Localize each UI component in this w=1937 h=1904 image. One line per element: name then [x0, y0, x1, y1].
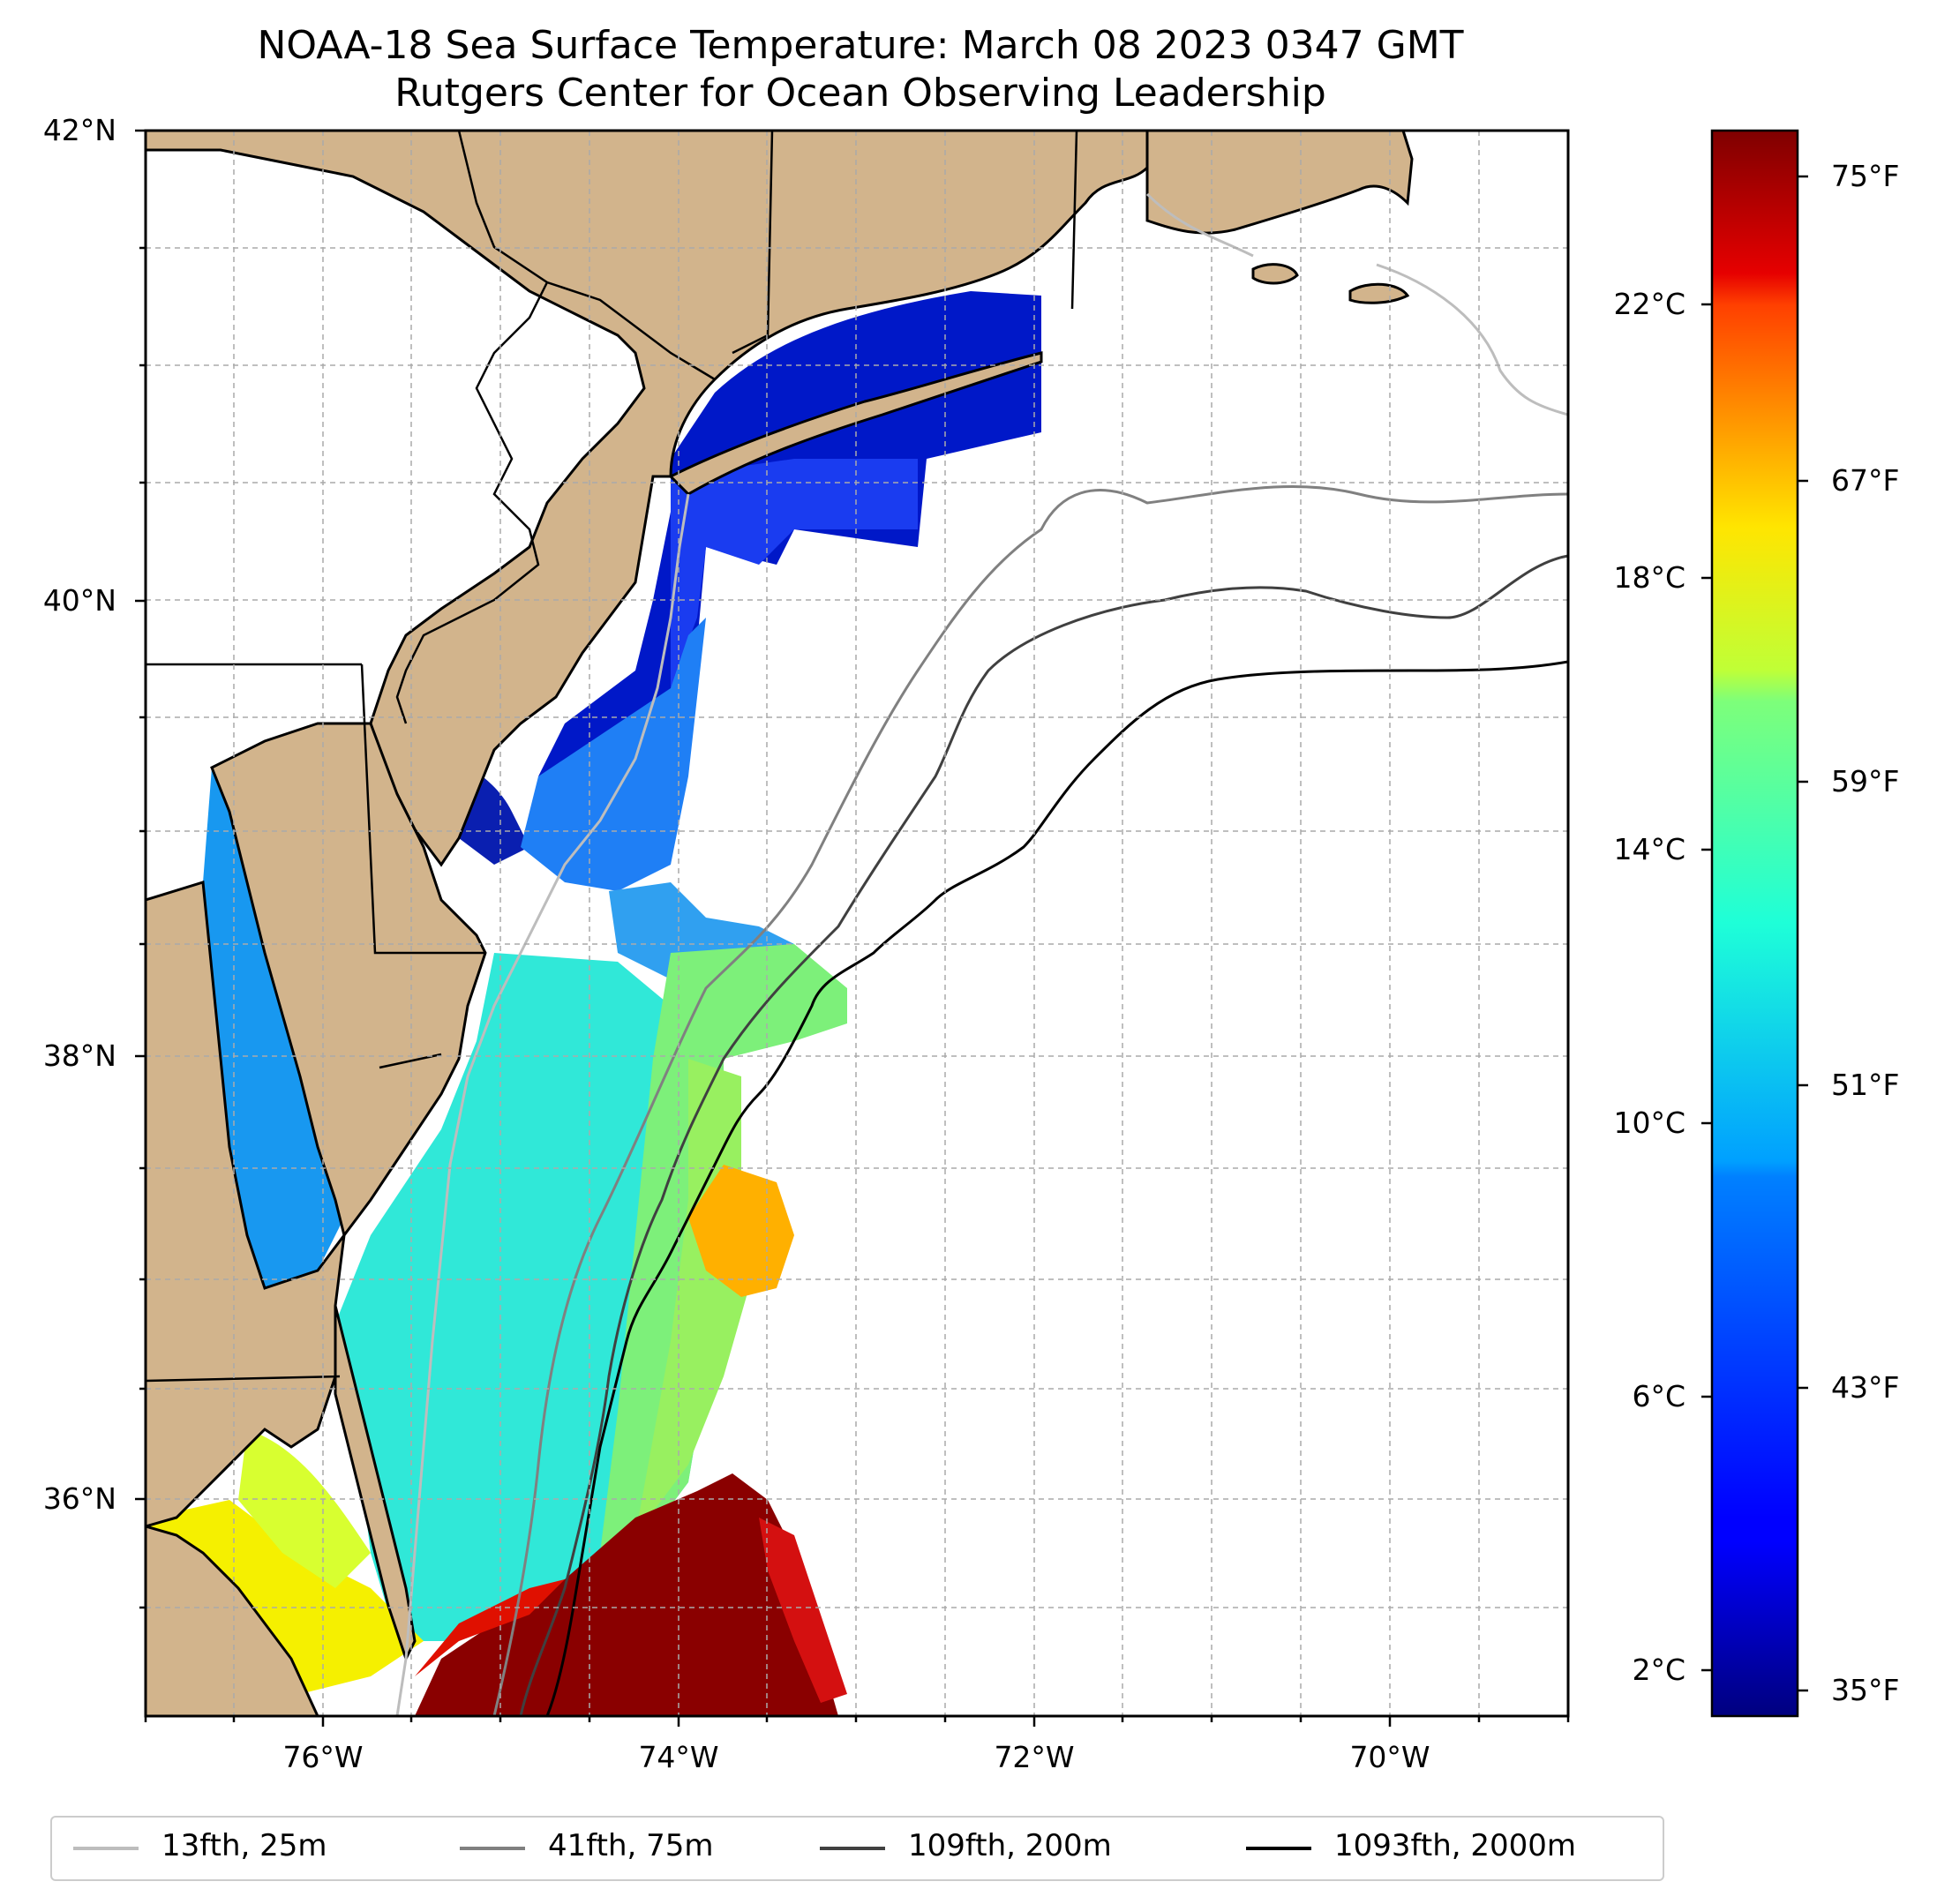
colorbar-label-f-59: 59°F	[1831, 764, 1900, 798]
legend-label-2000m: 1093fth, 2000m	[1334, 1828, 1577, 1863]
legend-swatch-2000m	[1246, 1847, 1311, 1850]
colorbar-label-f-75: 75°F	[1831, 159, 1900, 193]
sst-nj-coastal	[521, 618, 706, 891]
lat-label-40n: 40°N	[42, 583, 116, 618]
boundary-de-md	[360, 663, 485, 955]
land-outer-banks	[334, 1305, 417, 1662]
isobath-25m	[395, 493, 690, 1716]
colorbar-label-f-67: 67°F	[1831, 463, 1900, 498]
sst-gulf-stream-edge	[415, 1579, 565, 1676]
land-martha-vineyard	[1251, 263, 1299, 285]
sst-yellow-pamlico	[238, 1429, 371, 1588]
sst-cold-north	[538, 291, 1041, 821]
legend-swatch-75m	[460, 1847, 525, 1850]
legend-swatch-200m	[820, 1847, 885, 1850]
lon-label-70w: 70°W	[1349, 1740, 1430, 1774]
colorbar-label-c-10: 10°C	[1613, 1106, 1685, 1140]
land-masses	[146, 131, 1414, 1716]
boundary-va-nc	[146, 1375, 341, 1383]
legend-label-25m: 13fth, 25m	[161, 1828, 327, 1863]
map-panel	[146, 131, 1568, 1716]
sst-cold-ny-bight	[671, 459, 918, 688]
colorbar-label-f-51: 51°F	[1831, 1068, 1900, 1102]
isobath-legend: 13fth, 25m 41fth, 75m 109fth, 200m 1093f…	[50, 1816, 1664, 1881]
sst-red-scatter	[759, 1518, 847, 1703]
lat-label-42n: 42°N	[42, 113, 116, 147]
land-nantucket	[1348, 282, 1410, 304]
colorbar-label-c-14: 14°C	[1613, 832, 1685, 866]
isobath-25m-ne	[1145, 192, 1568, 416]
isobaths	[395, 192, 1568, 1716]
lon-label-76w: 76°W	[282, 1740, 364, 1774]
colorbar	[1701, 129, 1808, 1718]
colorbar-label-c-2: 2°C	[1632, 1653, 1685, 1687]
lon-label-72w: 72°W	[994, 1740, 1075, 1774]
boundary-ny-nj	[692, 364, 716, 381]
land-southwest	[146, 1525, 319, 1716]
lon-label-74w: 74°W	[638, 1740, 719, 1774]
land-northeast	[146, 131, 1149, 867]
legend-label-75m: 41fth, 75m	[548, 1828, 714, 1863]
boundary-ny-ct	[732, 131, 774, 355]
colorbar-label-f-43: 43°F	[1831, 1370, 1900, 1405]
boundary-ct-ri	[1070, 131, 1078, 310]
lat-label-36n: 36°N	[42, 1481, 116, 1516]
lat-label-38n: 38°N	[42, 1038, 116, 1073]
sst-chesapeake	[203, 768, 344, 1288]
colorbar-label-c-18: 18°C	[1613, 560, 1685, 595]
land-long-island	[668, 351, 1043, 496]
axis-ticks	[135, 129, 1570, 1727]
colorbar-label-c-6: 6°C	[1632, 1379, 1685, 1413]
map-title: NOAA-18 Sea Surface Temperature: March 0…	[257, 23, 1464, 68]
sst-gulf-stream	[415, 1473, 838, 1716]
colorbar-label-f-35: 35°F	[1831, 1673, 1900, 1707]
map-subtitle: Rutgers Center for Ocean Observing Leade…	[394, 71, 1326, 116]
colorbar-label-c-22: 22°C	[1613, 287, 1685, 321]
isobath-75m	[492, 484, 1568, 1716]
colorbar-gradient	[1710, 129, 1799, 1718]
isobath-2000m	[545, 660, 1568, 1716]
sst-orange-patch	[688, 1165, 794, 1297]
graticule-grid	[146, 131, 1568, 1716]
legend-label-200m: 109fth, 200m	[908, 1828, 1112, 1863]
legend-swatch-25m	[73, 1847, 139, 1850]
isobath-200m	[519, 554, 1568, 1716]
